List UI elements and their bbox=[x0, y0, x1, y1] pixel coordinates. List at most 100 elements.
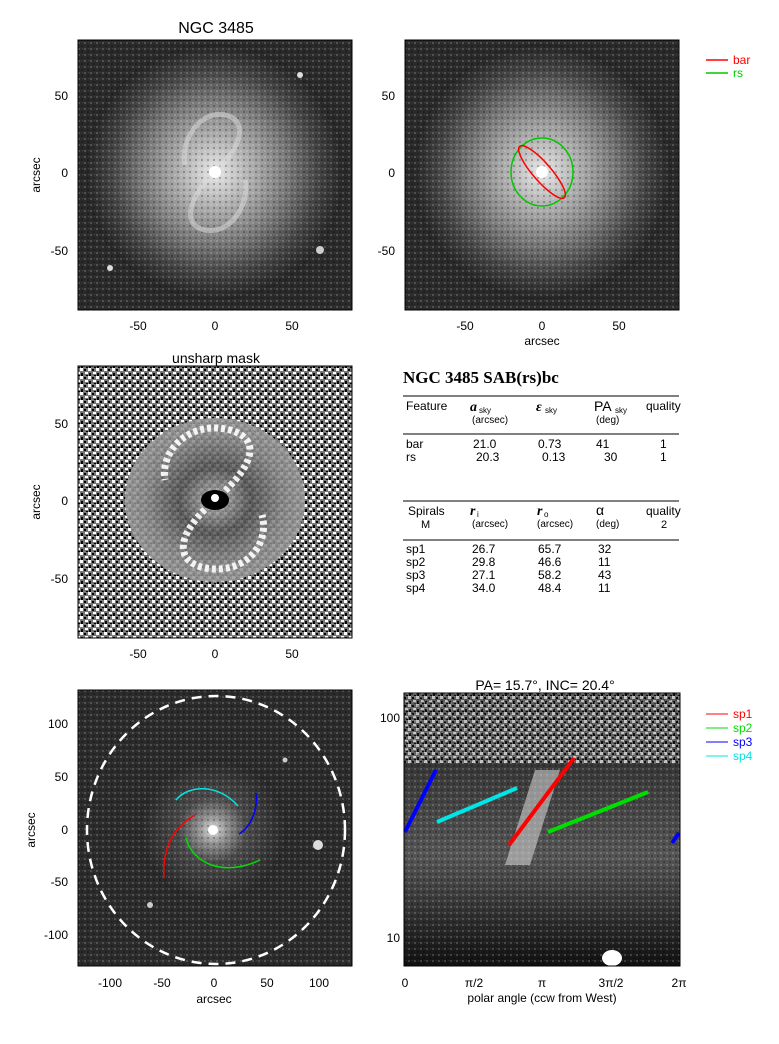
col-alpha-unit: (deg) bbox=[596, 519, 619, 530]
col-pa: PA bbox=[594, 398, 612, 414]
cell-alpha: 11 bbox=[598, 581, 611, 595]
col-pa-unit: (deg) bbox=[596, 415, 619, 426]
panel-original-image: NGC 3485 50 0 -50 -50 0 50 arcsec bbox=[29, 20, 353, 333]
x-tick-labels: -50 0 50 bbox=[129, 647, 299, 661]
col-m: M bbox=[421, 519, 430, 531]
table-title: NGC 3485 SAB(rs)bc bbox=[403, 368, 559, 387]
col-ro: r bbox=[537, 504, 543, 519]
y-tick-label: 0 bbox=[61, 823, 68, 837]
y-tick-label: 100 bbox=[380, 711, 400, 725]
x-tick-label: -50 bbox=[129, 647, 147, 661]
y-tick-label: 0 bbox=[61, 166, 68, 180]
y-tick-labels: 50 0 -50 bbox=[51, 89, 69, 258]
table-row: sp4 34.0 48.4 11 bbox=[406, 581, 611, 595]
fit-line-sp4 bbox=[436, 786, 518, 824]
cell-pa: 41 bbox=[596, 437, 610, 451]
y-tick-label: 50 bbox=[55, 770, 69, 784]
x-tick-label: 0 bbox=[402, 976, 409, 990]
cell-a: 21.0 bbox=[473, 437, 497, 451]
cell-name: sp4 bbox=[406, 581, 426, 595]
fit-line-sp3a bbox=[403, 769, 438, 833]
legend: sp1 sp2 sp3 sp4 bbox=[706, 707, 753, 763]
table-row: rs 20.3 0.13 30 1 bbox=[406, 450, 667, 464]
x-tick-label: π/2 bbox=[465, 976, 484, 990]
table-rows-1: bar 21.0 0.73 41 1 rs 20.3 0.13 30 1 bbox=[406, 437, 667, 464]
nucleus bbox=[211, 494, 219, 502]
table-row: sp3 27.1 58.2 43 bbox=[406, 568, 612, 582]
cell-ri: 29.8 bbox=[472, 555, 496, 569]
y-tick-label: 0 bbox=[61, 494, 68, 508]
x-axis-label: arcsec bbox=[524, 334, 559, 348]
cell-ro: 48.4 bbox=[538, 581, 562, 595]
x-tick-label: π bbox=[538, 976, 546, 990]
cell-ri: 34.0 bbox=[472, 581, 496, 595]
x-tick-label: -100 bbox=[98, 976, 122, 990]
spiral-arm bbox=[181, 112, 242, 174]
spiral-arm-sp3 bbox=[238, 792, 258, 835]
spiral-arm-sp4 bbox=[175, 788, 239, 807]
disk-boundary-circle bbox=[85, 694, 347, 966]
panel6-title: PA= 15.7°, INC= 20.4° bbox=[475, 677, 614, 693]
x-tick-label: 0 bbox=[212, 319, 219, 333]
galaxy-nucleus bbox=[536, 166, 548, 178]
col-a: a bbox=[470, 400, 477, 415]
axes-box bbox=[77, 365, 353, 639]
cell-name: sp2 bbox=[406, 555, 426, 569]
cell-ri: 27.1 bbox=[472, 568, 496, 582]
col-eps-sub: sky bbox=[545, 406, 557, 415]
cell-ro: 65.7 bbox=[538, 542, 562, 556]
cell-quality: 1 bbox=[660, 437, 667, 451]
galaxy-nucleus bbox=[208, 825, 218, 835]
y-tick-label: 10 bbox=[387, 931, 401, 945]
x-tick-label: -50 bbox=[129, 319, 147, 333]
y-axis-label: arcsec bbox=[24, 812, 38, 847]
y-tick-label: 50 bbox=[55, 89, 69, 103]
cell-ri: 26.7 bbox=[472, 542, 496, 556]
x-tick-label: 100 bbox=[309, 976, 329, 990]
panel-bar-ring-fit: 50 0 -50 -50 0 50 arcsec bar rs bbox=[378, 39, 750, 348]
legend-label: sp1 bbox=[733, 707, 753, 721]
cell-name: sp1 bbox=[406, 542, 426, 556]
table-header-1: Feature a sky (arcsec) ε sky PA sky (deg… bbox=[406, 398, 681, 426]
col-spirals: Spirals bbox=[408, 504, 445, 518]
axes-box bbox=[77, 689, 353, 967]
bar-ellipse bbox=[517, 144, 567, 200]
panel-polar-projection: PA= 15.7°, INC= 20.4° 100 10 0 π/2 π 3π/… bbox=[380, 677, 753, 1005]
table-row: sp2 29.8 46.6 11 bbox=[406, 555, 611, 569]
col-ri-sub: i bbox=[477, 510, 479, 519]
table-row: bar 21.0 0.73 41 1 bbox=[406, 437, 667, 451]
y-tick-labels: 100 10 bbox=[380, 711, 400, 945]
cell-alpha: 32 bbox=[598, 542, 612, 556]
cell-alpha: 43 bbox=[598, 568, 612, 582]
y-tick-label: -50 bbox=[51, 244, 69, 258]
col-pa-sub: sky bbox=[615, 406, 627, 415]
star bbox=[147, 902, 153, 908]
panel-spiral-overlay: 100 50 0 -50 -100 -100 -50 0 50 100 arcs… bbox=[24, 689, 353, 1006]
legend-label: sp4 bbox=[733, 749, 753, 763]
y-tick-labels: 100 50 0 -50 -100 bbox=[44, 717, 68, 942]
ring-ellipse bbox=[510, 137, 574, 207]
galaxy-nucleus bbox=[209, 166, 221, 178]
cell-feature: bar bbox=[406, 437, 423, 451]
y-tick-label: -50 bbox=[51, 875, 69, 889]
panel1-title: NGC 3485 bbox=[178, 20, 254, 37]
cell-eps: 0.13 bbox=[542, 450, 566, 464]
cell-ro: 46.6 bbox=[538, 555, 562, 569]
y-tick-label: -50 bbox=[51, 572, 69, 586]
axes-box bbox=[404, 39, 680, 311]
table-rows-2: sp1 26.7 65.7 32 sp2 29.8 46.6 11 sp3 27… bbox=[406, 542, 612, 595]
y-tick-label: -50 bbox=[378, 244, 396, 258]
cell-feature: rs bbox=[406, 450, 416, 464]
y-tick-labels: 50 0 -50 bbox=[378, 89, 396, 258]
x-tick-label: 3π/2 bbox=[599, 976, 624, 990]
x-tick-label: 50 bbox=[612, 319, 626, 333]
x-tick-labels: -100 -50 0 50 100 bbox=[98, 976, 329, 990]
fit-line-sp1 bbox=[507, 756, 576, 847]
star bbox=[297, 72, 303, 78]
x-tick-labels: 0 π/2 π 3π/2 2π bbox=[402, 976, 687, 990]
table-row: sp1 26.7 65.7 32 bbox=[406, 542, 612, 556]
y-axis-label: arcsec bbox=[29, 157, 43, 192]
col-a-unit: (arcsec) bbox=[472, 415, 508, 426]
spiral-arm-sp1 bbox=[163, 814, 196, 879]
